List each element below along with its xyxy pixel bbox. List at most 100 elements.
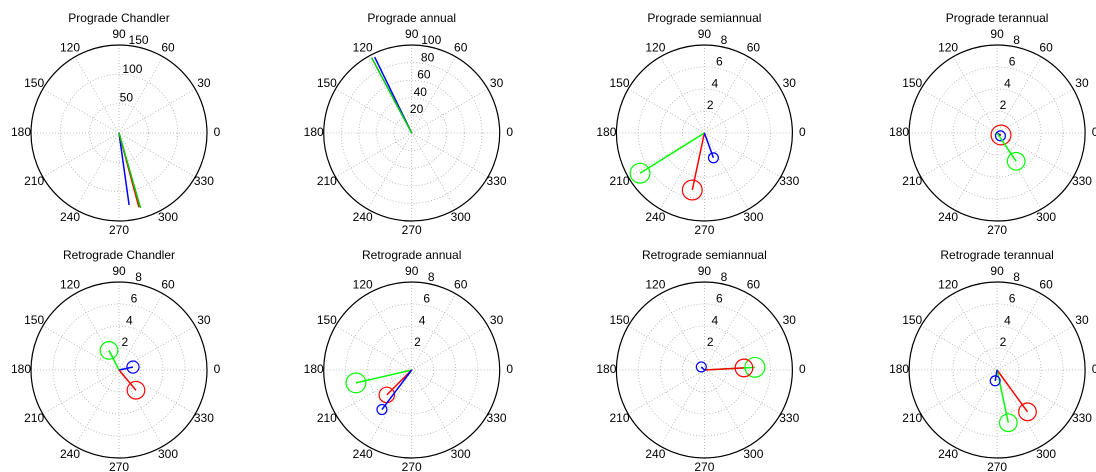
angle-tick-label: 150: [24, 76, 44, 90]
angle-tick-label: 330: [487, 411, 507, 425]
plot-frame: [323, 44, 501, 222]
plot-frame: [30, 281, 208, 459]
radial-tick-label: 40: [414, 85, 428, 99]
error-circle: [998, 413, 1018, 433]
angle-tick-label: 330: [1072, 174, 1092, 188]
radial-tick-label: 2: [121, 335, 128, 349]
angle-tick-label: 240: [353, 447, 373, 461]
angle-tick-label: 0: [214, 362, 221, 376]
angle-tick-label: 210: [317, 411, 337, 425]
angle-tick-label: 210: [902, 411, 922, 425]
angle-tick-label: 150: [24, 313, 44, 327]
angle-tick-label: 240: [938, 447, 958, 461]
error-circle: [345, 372, 367, 394]
plot-frame: [615, 281, 794, 459]
angle-tick-label: 30: [783, 76, 797, 90]
radial-tick-label: 8: [1013, 270, 1020, 284]
angle-tick-label: 0: [1092, 125, 1096, 139]
plot-title: Prograde annual: [367, 11, 456, 25]
angle-tick-label: 90: [112, 264, 126, 278]
radial-grid-circle: [952, 88, 1042, 178]
angle-tick-label: 30: [197, 313, 211, 327]
radial-grid-circle: [376, 97, 448, 169]
radial-tick-label: 2: [414, 335, 421, 349]
angle-tick-label: 180: [304, 362, 324, 376]
radial-grid-circle: [89, 103, 149, 163]
radial-grid-circle: [74, 325, 164, 415]
radial-grid-circle: [638, 303, 771, 437]
radial-tick-label: 4: [126, 313, 133, 327]
radial-tick-label: 6: [131, 292, 138, 306]
plot-frame: [30, 44, 208, 222]
radial-grid-circle: [59, 73, 179, 193]
angle-tick-label: 90: [405, 27, 419, 41]
angle-tick-label: 60: [1039, 40, 1053, 54]
radial-tick-label: 6: [1009, 292, 1016, 306]
angle-tick-label: 0: [1092, 362, 1096, 376]
angle-tick-label: 90: [698, 27, 712, 41]
plot-frame: [908, 44, 1086, 222]
angle-tick-label: 0: [506, 125, 513, 139]
radial-tick-label: 2: [1000, 98, 1007, 112]
angle-tick-label: 240: [645, 210, 665, 224]
angle-tick-label: 150: [902, 76, 922, 90]
radial-grid-circle: [660, 325, 749, 415]
angle-tick-label: 150: [902, 313, 922, 327]
error-circle: [99, 340, 119, 360]
error-circle: [376, 403, 388, 416]
vector: [118, 132, 142, 209]
angle-tick-label: 270: [694, 223, 714, 237]
angle-tick-label: 120: [645, 277, 665, 291]
error-circle: [1006, 151, 1026, 171]
angle-tick-label: 270: [987, 460, 1007, 472]
angle-tick-label: 180: [304, 125, 324, 139]
angle-tick-label: 180: [596, 125, 616, 139]
radial-tick-label: 80: [421, 50, 435, 64]
angle-tick-label: 210: [24, 174, 44, 188]
error-circle: [989, 375, 1001, 387]
angle-tick-label: 0: [506, 362, 513, 376]
angle-tick-label: 240: [60, 210, 80, 224]
radial-grid-circle: [682, 347, 727, 393]
plot-title: Prograde Chandler: [68, 11, 169, 25]
angle-tick-label: 90: [990, 264, 1004, 278]
error-circle: [681, 179, 703, 201]
angle-tick-label: 90: [405, 264, 419, 278]
angle-tick-label: 300: [158, 447, 178, 461]
radial-tick-label: 4: [1004, 313, 1011, 327]
angle-tick-label: 60: [161, 40, 175, 54]
angle-tick-label: 210: [24, 411, 44, 425]
radial-tick-label: 4: [711, 76, 718, 90]
angle-tick-label: 330: [194, 411, 214, 425]
plot-frame: [323, 281, 501, 459]
radial-grid-circle: [367, 325, 457, 415]
angle-tick-label: 30: [1075, 313, 1089, 327]
angle-tick-label: 210: [610, 411, 630, 425]
radial-tick-label: 4: [711, 313, 718, 327]
radial-grid-circle: [974, 110, 1020, 156]
radial-tick-label: 6: [716, 55, 723, 69]
radial-grid-circle: [660, 88, 749, 178]
radial-grid-circle: [930, 303, 1064, 437]
angle-tick-label: 60: [454, 40, 468, 54]
radial-grid-circle: [638, 66, 771, 200]
radial-tick-label: 50: [120, 91, 134, 105]
angle-tick-label: 270: [109, 460, 129, 472]
plot-frame: [615, 44, 794, 222]
angle-tick-label: 240: [938, 210, 958, 224]
error-circle: [994, 130, 1007, 142]
radial-tick-label: 8: [428, 270, 435, 284]
radial-tick-label: 60: [417, 68, 431, 82]
radial-tick-label: 6: [423, 292, 430, 306]
radial-tick-label: 8: [721, 33, 728, 47]
angle-tick-label: 120: [938, 40, 958, 54]
plot-title: Retrograde Chandler: [63, 248, 175, 262]
angle-tick-label: 150: [610, 76, 630, 90]
angle-tick-label: 30: [1075, 76, 1089, 90]
angle-tick-label: 30: [490, 76, 504, 90]
angle-tick-label: 300: [1036, 210, 1056, 224]
angle-tick-label: 300: [158, 210, 178, 224]
angle-tick-label: 240: [645, 447, 665, 461]
vector: [700, 366, 705, 371]
angle-tick-label: 60: [161, 277, 175, 291]
